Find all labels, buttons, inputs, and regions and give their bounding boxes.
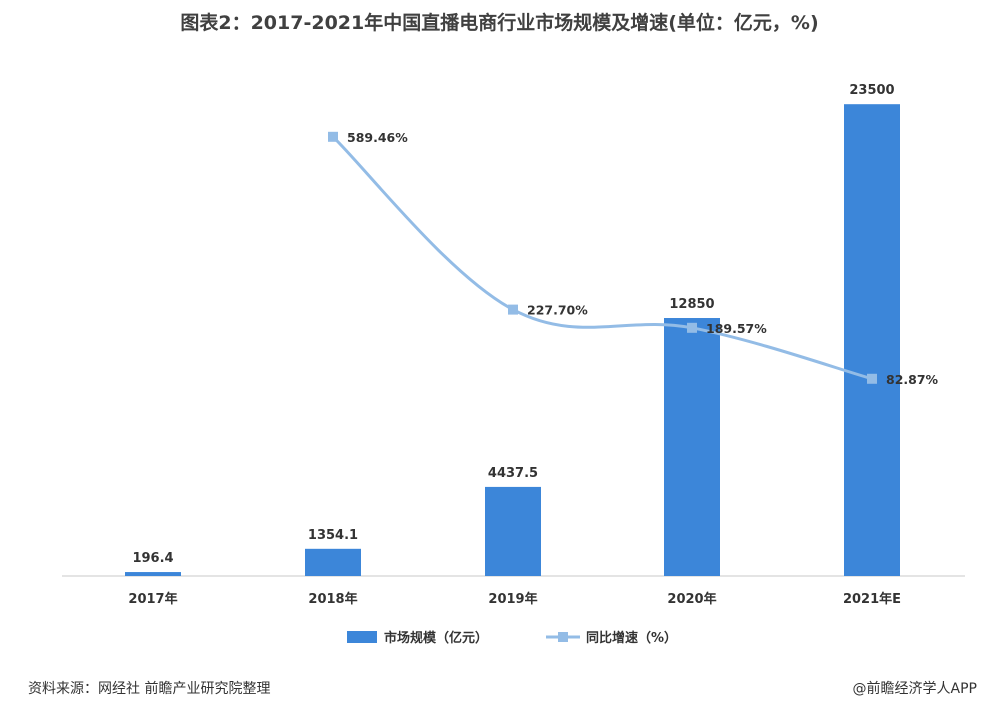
credit-note: @前瞻经济学人APP (852, 681, 977, 697)
growth-label-2: 589.46% (347, 130, 408, 145)
source-note: 资料来源：网经社 前瞻产业研究院整理 (28, 681, 271, 697)
growth-label-5: 82.87% (886, 372, 939, 387)
growth-label-3: 227.70% (527, 303, 588, 318)
bar-label-3: 4437.5 (488, 466, 538, 481)
growth-point-5 (867, 373, 877, 384)
growth-point-4 (687, 322, 697, 333)
bar-label-4: 12850 (669, 297, 714, 312)
bar-label-1: 196.4 (132, 551, 173, 566)
x-tick-4: 2020年 (667, 591, 716, 607)
legend-bar-swatch (347, 631, 377, 643)
growth-point-3 (508, 304, 518, 315)
legend-line-marker (558, 632, 568, 642)
bar-3 (485, 486, 541, 576)
growth-line (331, 135, 873, 381)
bar-2 (305, 548, 361, 576)
x-tick-2: 2018年 (308, 591, 357, 607)
bar-5 (844, 104, 900, 576)
bar-1 (125, 572, 181, 576)
growth-label-4: 189.57% (706, 321, 767, 336)
x-tick-5: 2021年E (843, 591, 901, 607)
bar-label-2: 1354.1 (308, 528, 358, 543)
bar-label-5: 23500 (849, 83, 894, 98)
x-tick-3: 2019年 (488, 591, 537, 607)
growth-point-2 (328, 131, 338, 142)
legend-bar-label: 市场规模（亿元） (384, 630, 488, 646)
bar-4 (664, 318, 720, 576)
legend-line-label: 同比增速（%） (586, 630, 677, 646)
chart-title: 图表2：2017-2021年中国直播电商行业市场规模及增速(单位：亿元，%) (180, 12, 819, 34)
x-tick-1: 2017年 (128, 591, 177, 607)
